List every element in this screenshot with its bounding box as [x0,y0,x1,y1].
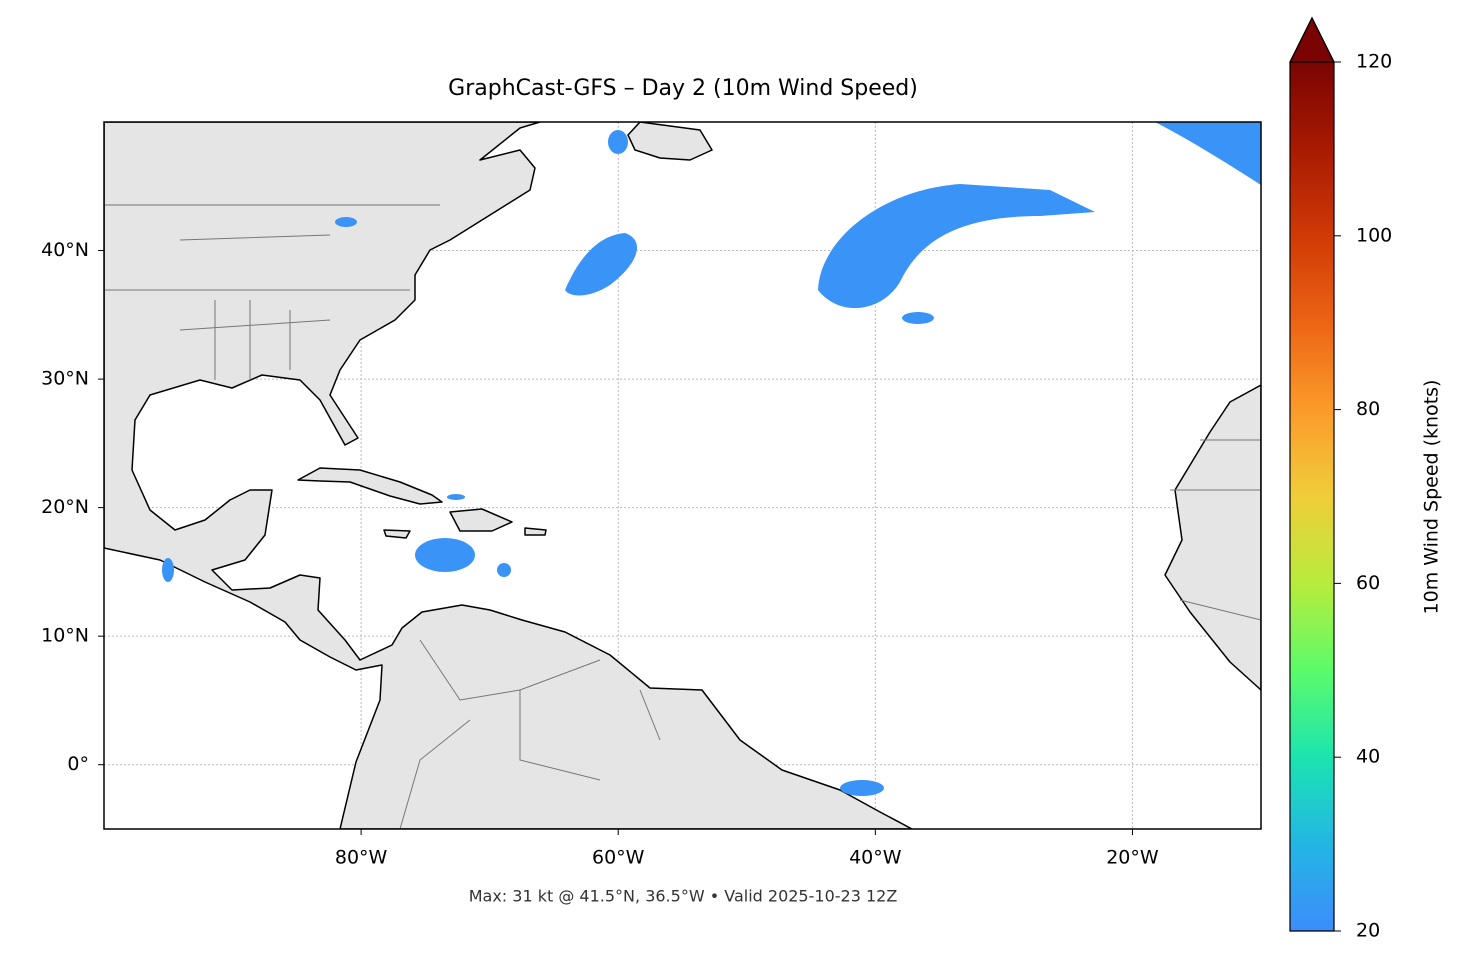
x-tick-label: 80°W [335,847,388,869]
x-tick-label: 60°W [592,847,645,869]
wind-swath [902,312,934,324]
footnote: Max: 31 kt @ 41.5°N, 36.5°W • Valid 2025… [469,887,898,906]
wind-swath [818,184,1095,309]
colorbar-tick-label: 40 [1356,746,1380,768]
colorbar-tick-label: 60 [1356,572,1380,594]
cuba [297,467,443,505]
borders [104,204,1261,829]
y-tick-label: 40°N [41,239,89,261]
y-tick-label: 30°N [41,368,89,390]
x-tick-label: 20°W [1106,847,1159,869]
wind-swath [497,563,511,577]
wind-swath [565,233,637,296]
colorbar [1290,62,1334,931]
africa [1164,384,1261,691]
y-tick-label: 10°N [41,625,89,647]
wind-swath [335,217,357,227]
jamaica [383,529,411,539]
puerto-rico [524,527,547,536]
y-tick-label: 0° [67,753,89,775]
hispaniola [449,508,513,532]
colorbar-label: 10m Wind Speed (knots) [1421,380,1443,615]
wind-swath [415,538,475,572]
colorbar-tick-label: 20 [1356,920,1380,942]
x-tick-label: 40°W [849,847,902,869]
title: GraphCast-GFS – Day 2 (10m Wind Speed) [448,76,918,101]
wind-swath [1155,122,1261,185]
wind-swath [608,130,628,154]
map [104,122,1261,829]
wind-swath [840,780,884,796]
americas [104,122,913,829]
colorbar-frame [1289,16,1335,932]
colorbar-tick-label: 100 [1356,224,1392,246]
wind-swath [162,558,174,582]
wind-swath [447,494,465,500]
newfoundland [627,122,713,161]
colorbar-extend [1289,16,1335,63]
colorbar-tick-label: 80 [1356,398,1380,420]
colorbar-tick-label: 120 [1356,51,1392,73]
y-tick-label: 20°N [41,496,89,518]
map-frame [103,121,1262,830]
